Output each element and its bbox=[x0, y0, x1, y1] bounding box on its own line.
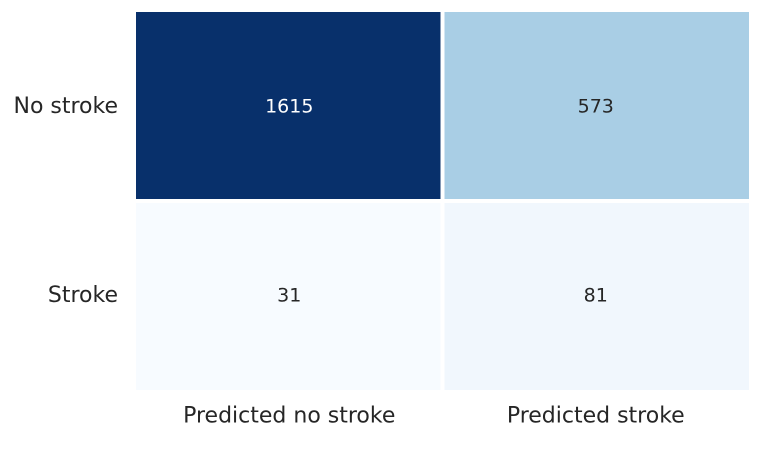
heatmap-annotations: 1615 573 31 81 bbox=[265, 96, 614, 307]
column-tick-labels: Predicted no stroke Predicted stroke bbox=[183, 404, 685, 429]
heatmap-cells bbox=[136, 12, 749, 390]
column-label-1: Predicted stroke bbox=[507, 404, 685, 429]
row-tick-labels: No stroke Stroke bbox=[13, 94, 118, 308]
cell-value-r1-c1: 81 bbox=[584, 285, 608, 307]
heatmap-cell-r1-c1 bbox=[444, 203, 749, 390]
cell-value-r1-c0: 31 bbox=[277, 285, 301, 307]
heatmap-cell-r1-c0 bbox=[136, 203, 441, 390]
row-label-0: No stroke bbox=[13, 94, 118, 119]
row-label-1: Stroke bbox=[48, 283, 118, 308]
heatmap-cell-r0-c1 bbox=[444, 12, 749, 199]
cell-value-r0-c1: 573 bbox=[578, 96, 614, 118]
cell-value-r0-c0: 1615 bbox=[265, 96, 313, 118]
heatmap-cell-r0-c0 bbox=[136, 12, 441, 199]
column-label-0: Predicted no stroke bbox=[183, 404, 395, 429]
